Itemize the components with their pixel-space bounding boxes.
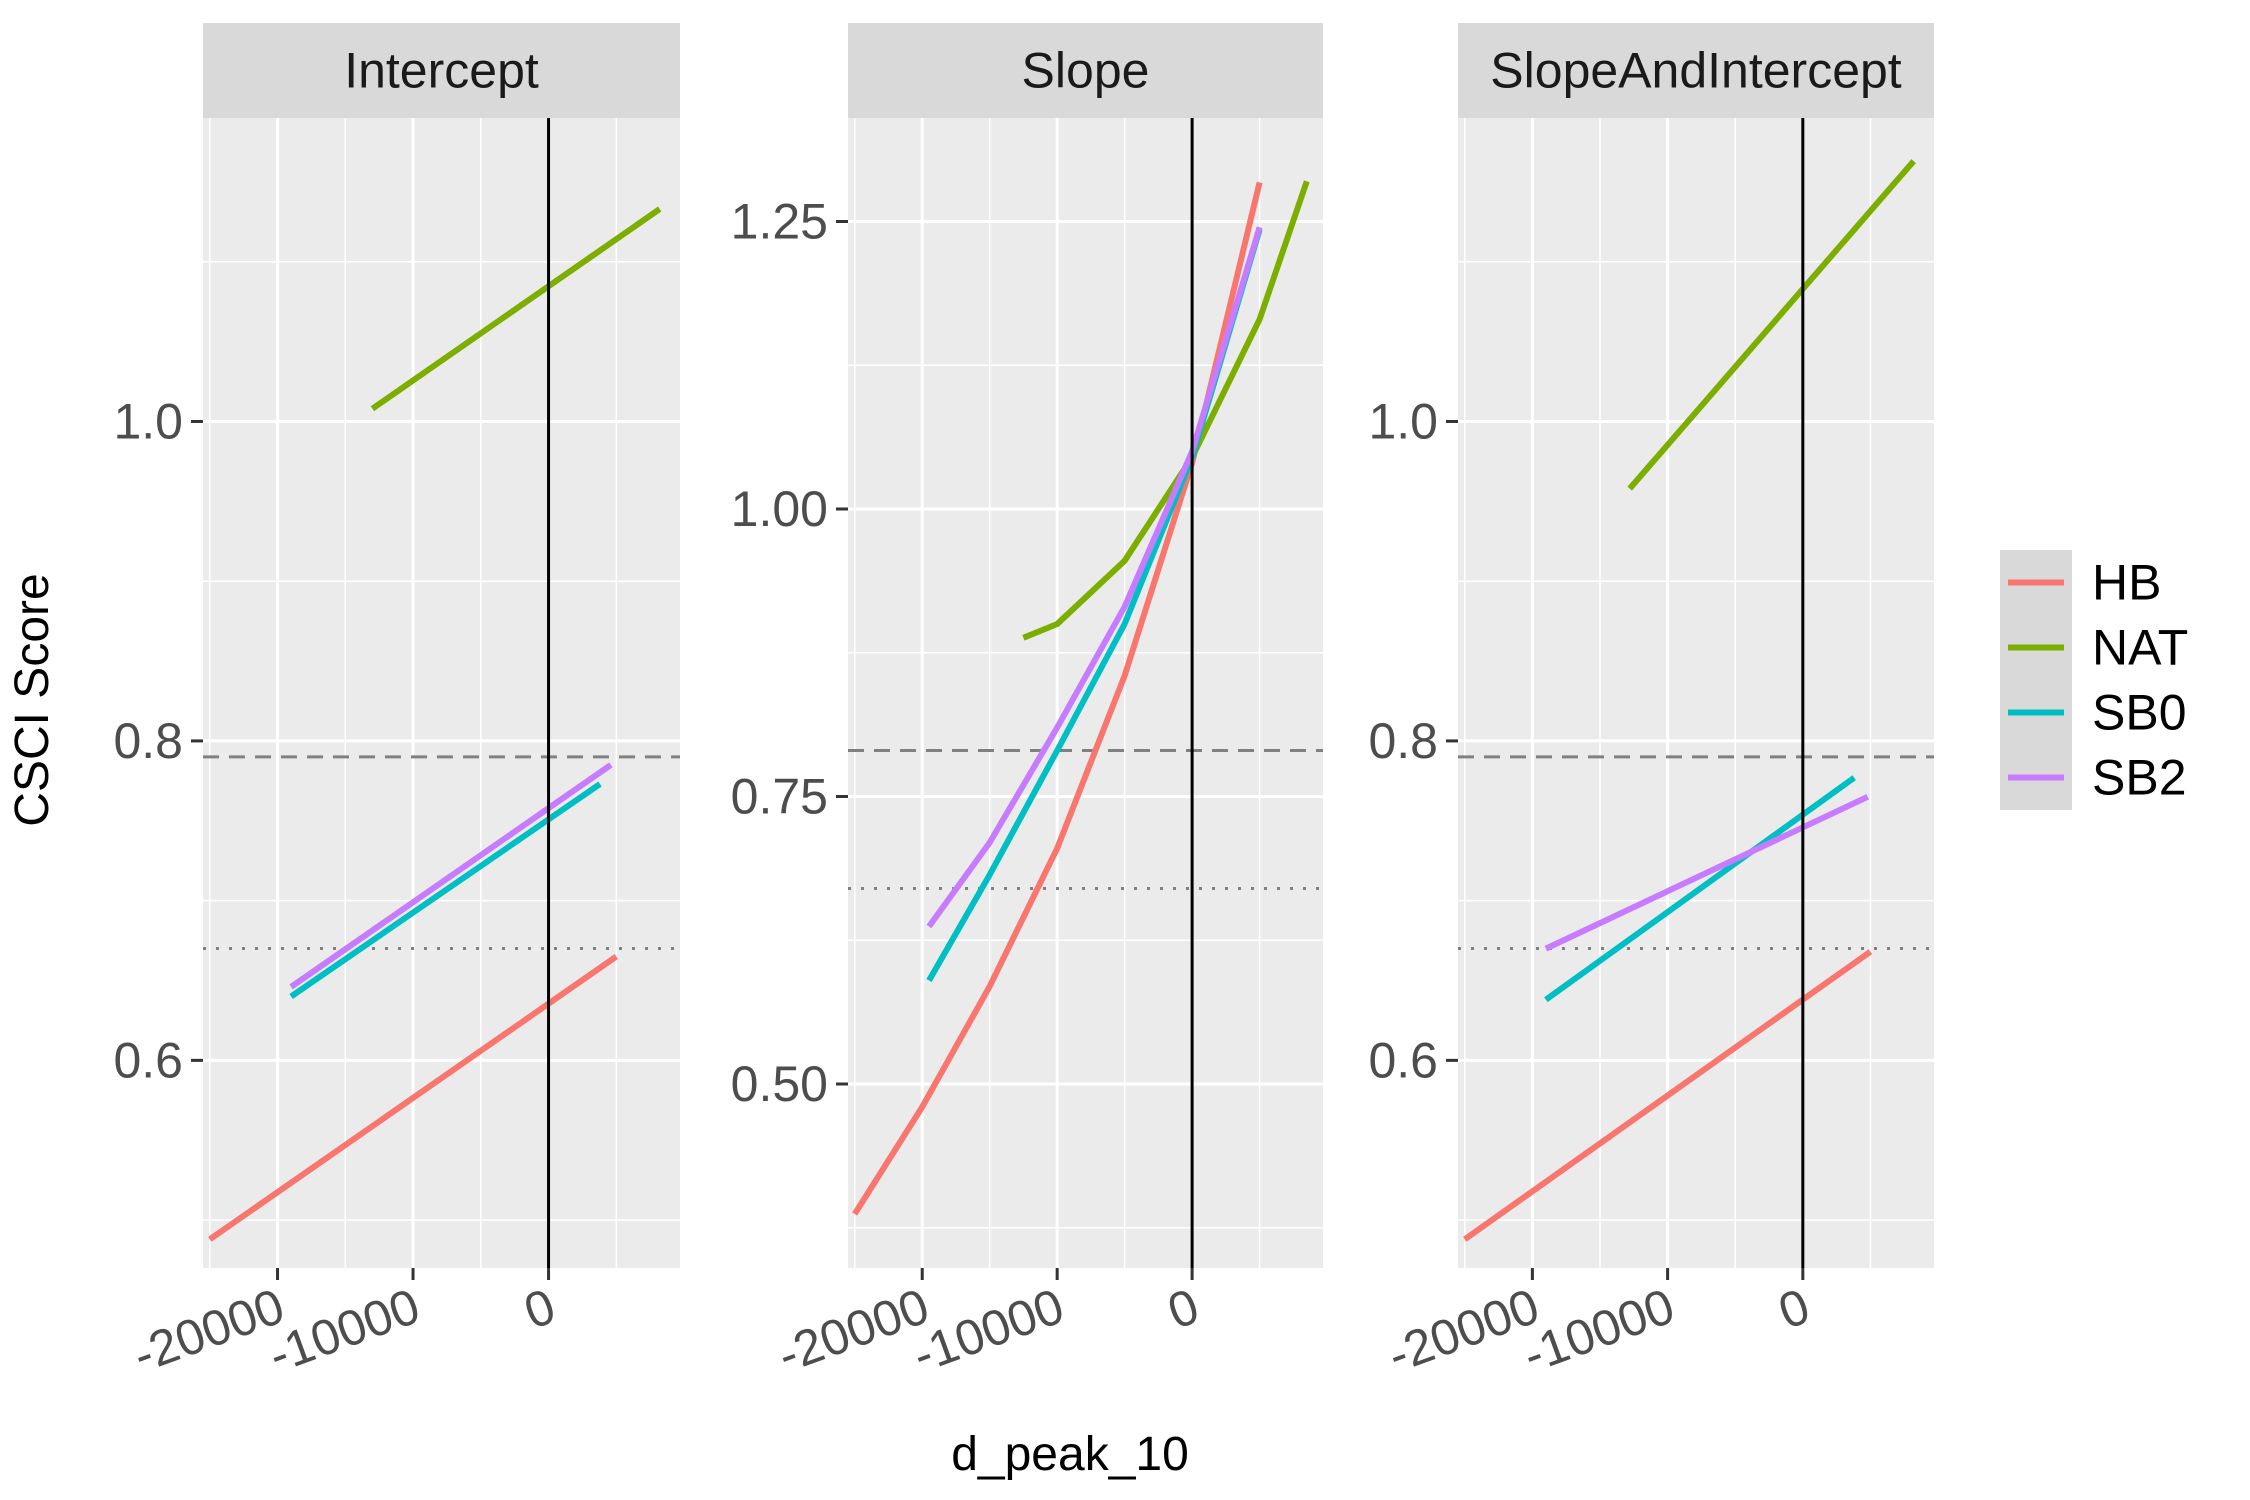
y-tick-label: 0.75 — [731, 769, 828, 825]
legend-label: SB2 — [2092, 750, 2187, 806]
x-tick-label: 0 — [1771, 1278, 1816, 1340]
y-axis-label: CSCI Score — [6, 573, 59, 826]
legend-label: SB0 — [2092, 685, 2187, 741]
x-tick-label: -10000 — [1516, 1278, 1681, 1384]
panel-background — [1458, 118, 1934, 1268]
facet-strip — [1458, 23, 1934, 118]
panel-background — [203, 118, 680, 1268]
facet-title: Intercept — [344, 43, 539, 99]
x-tick-label: 0 — [1161, 1278, 1206, 1340]
y-tick-label: 0.8 — [113, 713, 183, 769]
y-tick-label: 1.0 — [113, 393, 183, 449]
y-tick-label: 0.8 — [1368, 713, 1438, 769]
x-tick-label: -10000 — [905, 1278, 1070, 1384]
legend-label: HB — [2092, 555, 2161, 611]
facet-strip — [848, 23, 1323, 118]
reference-lines — [203, 755, 680, 951]
y-tick-label: 1.00 — [731, 481, 828, 537]
series-line-nat — [370, 206, 662, 412]
x-tick-label: 0 — [517, 1278, 562, 1340]
reference-lines — [1458, 755, 1934, 951]
y-tick-label: 1.0 — [1368, 393, 1438, 449]
facet-title: Slope — [1022, 43, 1150, 99]
legend: HB NAT SB0 SB2 — [2000, 550, 2188, 810]
series-line-nat — [1022, 180, 1310, 641]
series-line-sb2 — [1544, 794, 1869, 952]
series-line-sb2 — [926, 226, 1263, 929]
legend-label: NAT — [2092, 620, 2188, 676]
series-line-sb2 — [289, 762, 613, 990]
reference-lines — [848, 749, 1323, 890]
y-tick-label: 1.25 — [731, 194, 828, 250]
y-tick-label: 0.6 — [1368, 1032, 1438, 1088]
series-line-nat — [1627, 159, 1916, 491]
facet-title: SlopeAndIntercept — [1490, 43, 1902, 99]
x-axis-label: d_peak_10 — [951, 1428, 1189, 1481]
y-tick-label: 0.6 — [113, 1032, 183, 1088]
facet-strip — [203, 23, 680, 118]
x-tick-label: -10000 — [261, 1278, 426, 1384]
y-tick-label: 0.50 — [731, 1056, 828, 1112]
